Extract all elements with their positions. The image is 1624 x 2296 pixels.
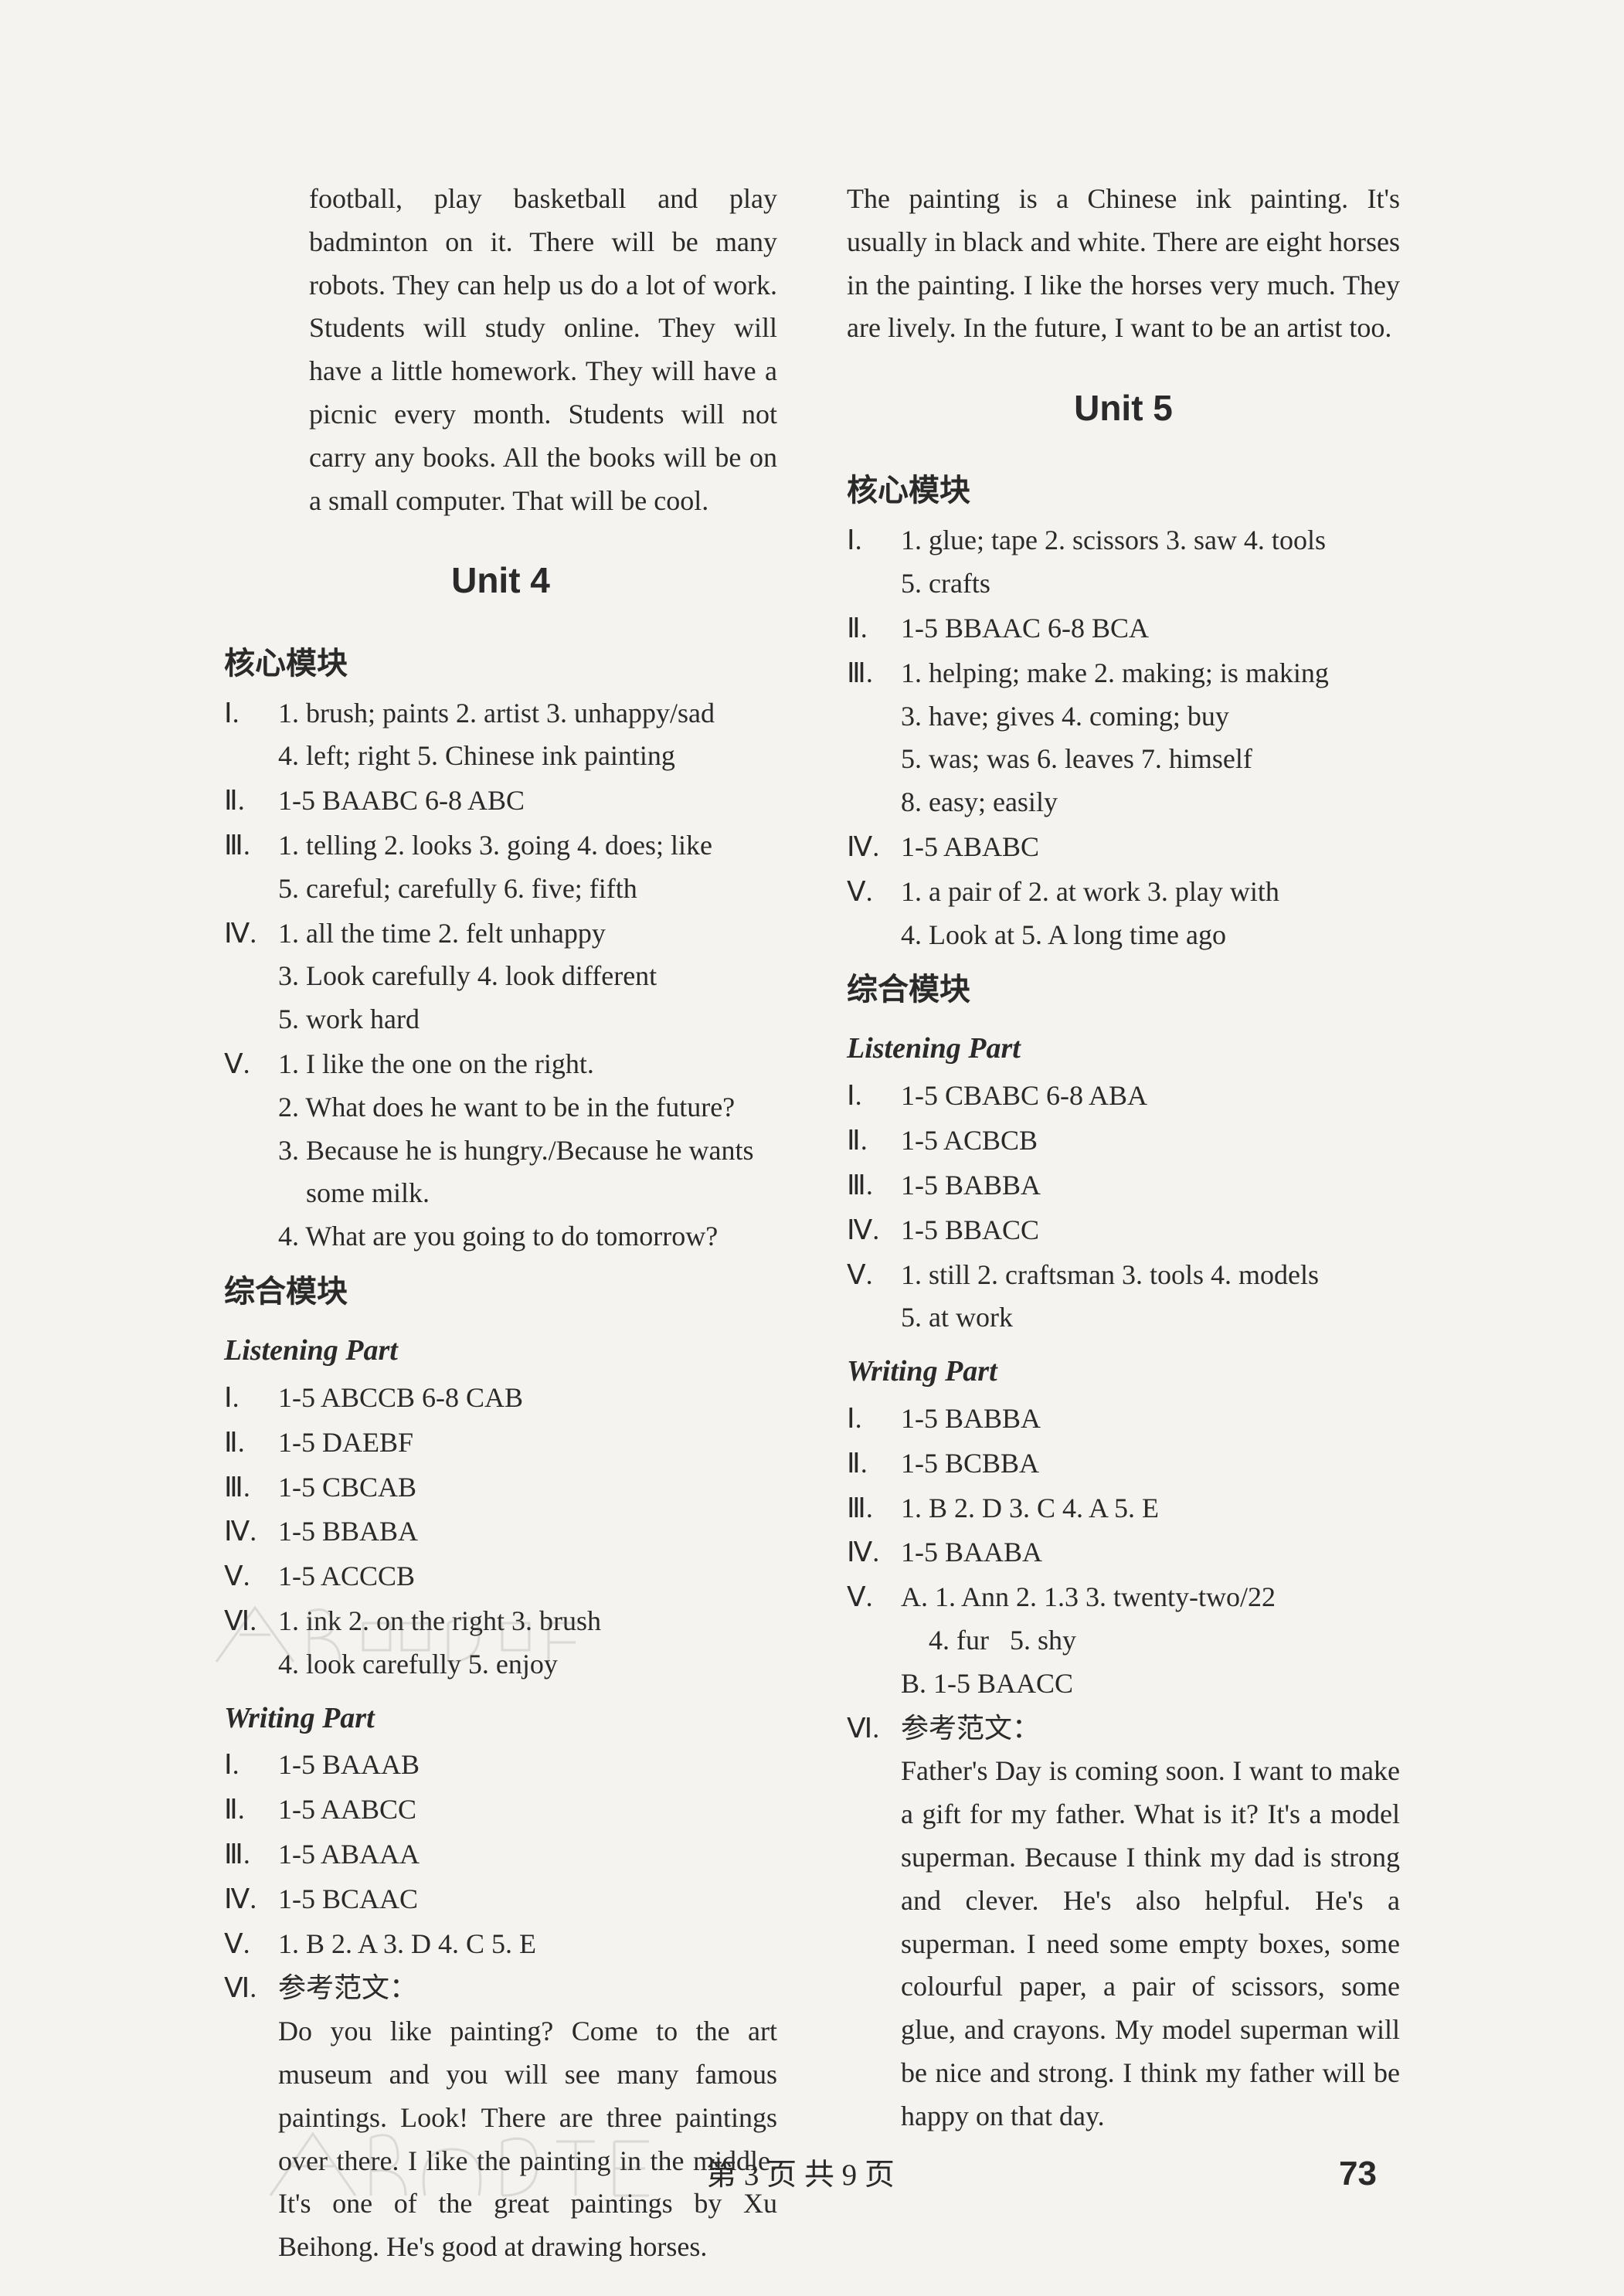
writing-part-heading: Writing Part (224, 1696, 777, 1741)
unit-5-title: Unit 5 (847, 381, 1400, 436)
r-write-VI: Ⅵ. 参考范文： Father's Day is coming soon. I … (847, 1707, 1400, 2138)
r-hexin-I: Ⅰ. 1. glue; tape 2. scissors 3. saw 4. t… (847, 519, 1400, 606)
write-III: Ⅲ.1-5 ABAAA (224, 1833, 777, 1877)
zonghe-heading-r: 综合模块 (847, 966, 1400, 1014)
hexin-I: Ⅰ. 1. brush; paints 2. artist 3. unhappy… (224, 692, 777, 779)
write-IV: Ⅳ.1-5 BCAAC (224, 1878, 777, 1921)
write-I: Ⅰ.1-5 BAAAB (224, 1744, 777, 1787)
list-II: Ⅱ.1-5 DAEBF (224, 1421, 777, 1465)
r-list-V: Ⅴ. 1. still 2. craftsman 3. tools 4. mod… (847, 1254, 1400, 1340)
footer-page-info: 第 3 页 共 9 页 (608, 2152, 992, 2199)
unit-4-title: Unit 4 (224, 553, 777, 608)
page-number: 73 (993, 2148, 1400, 2200)
r-write-IV: Ⅳ.1-5 BAABA (847, 1531, 1400, 1574)
hexin-II: Ⅱ. 1-5 BAABC 6-8 ABC (224, 779, 777, 823)
r-list-I: Ⅰ.1-5 CBABC 6-8 ABA (847, 1075, 1400, 1118)
r-hexin-III: Ⅲ. 1. helping; make 2. making; is making… (847, 652, 1400, 824)
r-hexin-II: Ⅱ.1-5 BBAAC 6-8 BCA (847, 607, 1400, 650)
list-I: Ⅰ.1-5 ABCCB 6-8 CAB (224, 1377, 777, 1420)
zonghe-heading: 综合模块 (224, 1268, 777, 1316)
r-write-III: Ⅲ.1. B 2. D 3. C 4. A 5. E (847, 1487, 1400, 1530)
r-list-II: Ⅱ.1-5 ACBCB (847, 1119, 1400, 1163)
hexin-heading-r: 核心模块 (847, 467, 1400, 515)
hexin-III: Ⅲ. 1. telling 2. looks 3. going 4. does;… (224, 824, 777, 911)
intro-paragraph-right: The painting is a Chinese ink painting. … (847, 178, 1400, 350)
listening-part-heading-r: Listening Part (847, 1026, 1400, 1072)
write-VI: Ⅵ. 参考范文： Do you like painting? Come to t… (224, 1967, 777, 2269)
r-write-V: Ⅴ. A. 1. Ann 2. 1.3 3. twenty-two/22 4. … (847, 1576, 1400, 1705)
writing-part-heading-r: Writing Part (847, 1349, 1400, 1394)
roman-I: Ⅰ. (224, 692, 278, 735)
r-hexin-IV: Ⅳ.1-5 ABABC (847, 826, 1400, 869)
list-VI: Ⅵ. 1. ink 2. on the right 3. brush 4. lo… (224, 1600, 777, 1686)
hexin-V: Ⅴ. 1. I like the one on the right. 2. Wh… (224, 1043, 777, 1258)
listening-part-heading: Listening Part (224, 1328, 777, 1374)
r-hexin-V: Ⅴ. 1. a pair of 2. at work 3. play with … (847, 871, 1400, 957)
r-list-III: Ⅲ.1-5 BABBA (847, 1164, 1400, 1207)
right-column: The painting is a Chinese ink painting. … (847, 178, 1400, 2109)
hexin-IV: Ⅳ. 1. all the time 2. felt unhappy 3. Lo… (224, 912, 777, 1041)
write-II: Ⅱ.1-5 AABCC (224, 1788, 777, 1832)
intro-paragraph-left: football, play basketball and play badmi… (309, 178, 777, 522)
two-column-layout: football, play basketball and play badmi… (224, 178, 1400, 2109)
list-III: Ⅲ.1-5 CBCAB (224, 1466, 777, 1510)
write-V: Ⅴ.1. B 2. A 3. D 4. C 5. E (224, 1923, 777, 1966)
list-V: Ⅴ.1-5 ACCCB (224, 1555, 777, 1598)
r-list-IV: Ⅳ.1-5 BBACC (847, 1209, 1400, 1252)
r-write-II: Ⅱ.1-5 BCBBA (847, 1442, 1400, 1486)
left-column: football, play basketball and play badmi… (224, 178, 777, 2109)
r-write-I: Ⅰ.1-5 BABBA (847, 1398, 1400, 1441)
list-IV: Ⅳ.1-5 BBABA (224, 1510, 777, 1554)
hexin-heading: 核心模块 (224, 640, 777, 688)
